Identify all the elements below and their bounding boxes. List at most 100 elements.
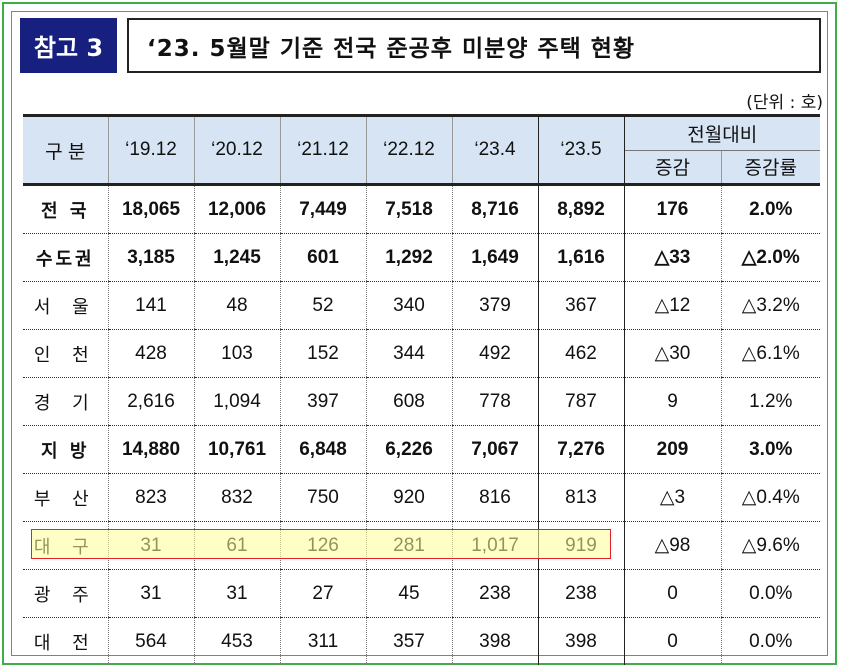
row-label: 수도권 — [23, 233, 108, 282]
row-label: 인 천 — [23, 329, 108, 378]
cell-value: 141 — [107, 281, 194, 330]
cell-change: 0 — [624, 569, 721, 618]
page-title: ‘23. 5월말 기준 전국 준공후 미분양 주택 현황 — [127, 18, 821, 73]
cell-value: 379 — [451, 281, 539, 330]
cell-value: 1,094 — [193, 377, 280, 426]
cell-change-rate: △2.0% — [720, 233, 821, 282]
cell-value: 920 — [365, 473, 452, 522]
cell-change: △33 — [624, 233, 721, 282]
cell-change-rate: 0.0% — [720, 617, 821, 665]
daegu-highlight-box — [31, 529, 611, 559]
cell-value: 787 — [537, 377, 625, 426]
cell-value: 238 — [451, 569, 539, 618]
cell-value: 398 — [451, 617, 539, 665]
header-change-rate: 증감률 — [720, 150, 821, 185]
header-period: ‘19.12 — [107, 115, 194, 185]
cell-change: 9 — [624, 377, 721, 426]
header-period: ‘22.12 — [365, 115, 452, 185]
cell-value: 8,716 — [451, 184, 539, 234]
cell-value: 564 — [107, 617, 194, 665]
cell-value: 608 — [365, 377, 452, 426]
cell-value: 3,185 — [107, 233, 194, 282]
cell-value: 7,067 — [451, 425, 539, 474]
cell-value: 344 — [365, 329, 452, 378]
cell-value: 6,848 — [279, 425, 366, 474]
cell-value: 31 — [193, 569, 280, 618]
cell-change: 176 — [624, 184, 721, 234]
cell-value: 48 — [193, 281, 280, 330]
cell-change-rate: △9.6% — [720, 521, 821, 570]
table-row: 지 방 14,880 10,761 6,848 6,226 7,067 7,276 209 3.… — [23, 425, 821, 474]
row-label: 서 울 — [23, 281, 108, 330]
header-period: ‘21.12 — [279, 115, 366, 185]
cell-value: 27 — [279, 569, 366, 618]
table-row: 광 주 31 31 27 45 238 238 0 0.0% — [23, 569, 821, 618]
cell-value: 152 — [279, 329, 366, 378]
cell-change-rate: 3.0% — [720, 425, 821, 474]
header-category: 구 분 — [23, 115, 108, 185]
cell-value: 453 — [193, 617, 280, 665]
cell-value: 813 — [537, 473, 625, 522]
cell-value: 823 — [107, 473, 194, 522]
cell-value: 52 — [279, 281, 366, 330]
cell-value: 18,065 — [107, 184, 194, 234]
cell-value: 357 — [365, 617, 452, 665]
cell-value: 816 — [451, 473, 539, 522]
unsold-housing-table: 구 분 ‘19.12 ‘20.12 ‘21.12 ‘22.12 ‘23.4 ‘2… — [23, 114, 821, 665]
cell-value: 2,616 — [107, 377, 194, 426]
cell-value: 45 — [365, 569, 452, 618]
cell-value: 1,649 — [451, 233, 539, 282]
table-row: 대 전 564 453 311 357 398 398 0 0.0% — [23, 617, 821, 665]
cell-value: 492 — [451, 329, 539, 378]
table-row: 전 국 18,065 12,006 7,449 7,518 8,716 8,892 176 2.… — [23, 184, 821, 234]
cell-value: 238 — [537, 569, 625, 618]
row-label: 대 전 — [33, 632, 97, 654]
cell-value: 7,449 — [279, 184, 366, 234]
reference-badge: 참고 3 — [20, 18, 117, 73]
cell-value: 601 — [279, 233, 366, 282]
row-label: 광 주 — [23, 569, 108, 618]
cell-value: 14,880 — [107, 425, 194, 474]
header-period: ‘23.4 — [451, 115, 539, 185]
cell-value: 311 — [279, 617, 366, 665]
header-period: ‘23.5 — [537, 115, 625, 185]
row-label: 경 기 — [23, 377, 108, 426]
cell-change: 209 — [624, 425, 721, 474]
cell-change: △12 — [624, 281, 721, 330]
cell-value: 832 — [193, 473, 280, 522]
cell-value: 10,761 — [193, 425, 280, 474]
cell-change-rate: △0.4% — [720, 473, 821, 522]
row-label: 부 산 — [23, 473, 108, 522]
cell-change: △3 — [624, 473, 721, 522]
table-row: 수도권 3,185 1,245 601 1,292 1,649 1,616 △33 △2.0% — [23, 233, 821, 282]
table-row: 경 기 2,616 1,094 397 608 778 787 9 1.2% — [23, 377, 821, 426]
cell-value: 367 — [537, 281, 625, 330]
cell-value: 103 — [193, 329, 280, 378]
cell-value: 340 — [365, 281, 452, 330]
header-change: 증감 — [624, 150, 721, 185]
cell-change-rate: △3.2% — [720, 281, 821, 330]
header-period: ‘20.12 — [193, 115, 280, 185]
cell-value: 1,292 — [365, 233, 452, 282]
cell-value: 7,276 — [537, 425, 625, 474]
cell-value: 1,245 — [193, 233, 280, 282]
cell-change-rate: 1.2% — [720, 377, 821, 426]
table-row: 부 산 823 832 750 920 816 813 △3 △0.4% — [23, 473, 821, 522]
cell-value: 12,006 — [193, 184, 280, 234]
cell-value: 778 — [451, 377, 539, 426]
row-label: 지 방 — [23, 425, 108, 474]
cell-change: 0 — [667, 630, 678, 652]
header-compare-group: 전월대비 — [624, 115, 821, 151]
cell-value: 31 — [107, 569, 194, 618]
cell-change: △98 — [624, 521, 721, 570]
cell-change: △30 — [624, 329, 721, 378]
cell-value: 750 — [279, 473, 366, 522]
cell-value: 6,226 — [365, 425, 452, 474]
unit-label: (단위 : 호) — [746, 93, 823, 113]
cell-value: 1,616 — [537, 233, 625, 282]
cell-value: 462 — [537, 329, 625, 378]
cell-value: 398 — [537, 617, 625, 665]
cell-value: 7,518 — [365, 184, 452, 234]
cell-value: 428 — [107, 329, 194, 378]
row-label: 전 국 — [23, 184, 108, 234]
